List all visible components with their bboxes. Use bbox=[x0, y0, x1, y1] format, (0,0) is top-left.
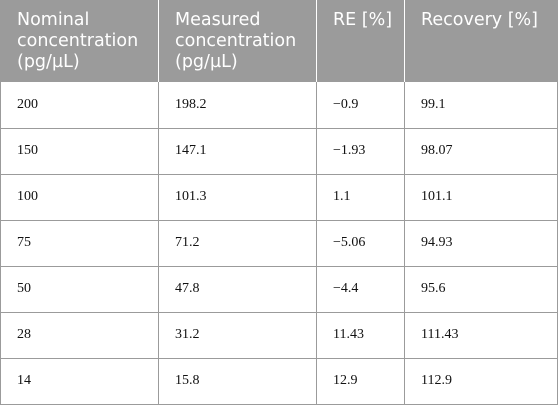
cell-measured: 147.1 bbox=[158, 127, 317, 175]
cell-re: −1.93 bbox=[316, 127, 405, 175]
cell-recovery: 99.1 bbox=[404, 82, 558, 129]
cell-measured: 71.2 bbox=[158, 219, 317, 267]
cell-recovery: 101.1 bbox=[404, 173, 558, 221]
header-text-line: concentration bbox=[175, 31, 297, 51]
header-text-line: Recovery [%] bbox=[421, 10, 538, 30]
cell-measured: 47.8 bbox=[158, 265, 317, 313]
cell-re: −5.06 bbox=[316, 219, 405, 267]
header-recovery: Recovery [%] bbox=[404, 0, 558, 82]
cell-recovery: 98.07 bbox=[404, 127, 558, 175]
cell-measured: 31.2 bbox=[158, 311, 317, 359]
cell-nominal: 14 bbox=[0, 357, 159, 405]
cell-recovery: 111.43 bbox=[404, 311, 558, 359]
table-row: 14 15.8 12.9 112.9 bbox=[0, 357, 558, 405]
header-text-line: Measured bbox=[175, 10, 261, 30]
table-row: 28 31.2 11.43 111.43 bbox=[0, 311, 558, 359]
cell-re: 12.9 bbox=[316, 357, 405, 405]
cell-nominal: 28 bbox=[0, 311, 159, 359]
header-row: Nominal concentration (pg/µL) Measured c… bbox=[0, 0, 558, 82]
cell-nominal: 150 bbox=[0, 127, 159, 175]
header-re: RE [%] bbox=[316, 0, 405, 82]
cell-recovery: 95.6 bbox=[404, 265, 558, 313]
header-text-line: RE [%] bbox=[333, 10, 393, 30]
cell-measured: 15.8 bbox=[158, 357, 317, 405]
header-nominal-concentration: Nominal concentration (pg/µL) bbox=[0, 0, 159, 82]
cell-nominal: 200 bbox=[0, 82, 159, 129]
table-row: 200 198.2 −0.9 99.1 bbox=[0, 82, 558, 129]
header-measured-concentration: Measured concentration (pg/µL) bbox=[158, 0, 317, 82]
header-text-line: Nominal bbox=[17, 10, 90, 30]
table-row: 75 71.2 −5.06 94.93 bbox=[0, 219, 558, 267]
cell-nominal: 100 bbox=[0, 173, 159, 221]
cell-measured: 101.3 bbox=[158, 173, 317, 221]
cell-recovery: 94.93 bbox=[404, 219, 558, 267]
table-row: 50 47.8 −4.4 95.6 bbox=[0, 265, 558, 313]
cell-re: 11.43 bbox=[316, 311, 405, 359]
header-text-line: (pg/µL) bbox=[175, 52, 238, 72]
concentration-table: Nominal concentration (pg/µL) Measured c… bbox=[0, 0, 558, 405]
cell-re: −4.4 bbox=[316, 265, 405, 313]
header-text-line: (pg/µL) bbox=[17, 52, 80, 72]
cell-nominal: 75 bbox=[0, 219, 159, 267]
cell-nominal: 50 bbox=[0, 265, 159, 313]
cell-measured: 198.2 bbox=[158, 82, 317, 129]
cell-re: −0.9 bbox=[316, 82, 405, 129]
header-text-line: concentration bbox=[17, 31, 139, 51]
cell-recovery: 112.9 bbox=[404, 357, 558, 405]
table-row: 150 147.1 −1.93 98.07 bbox=[0, 127, 558, 175]
table-row: 100 101.3 1.1 101.1 bbox=[0, 173, 558, 221]
cell-re: 1.1 bbox=[316, 173, 405, 221]
